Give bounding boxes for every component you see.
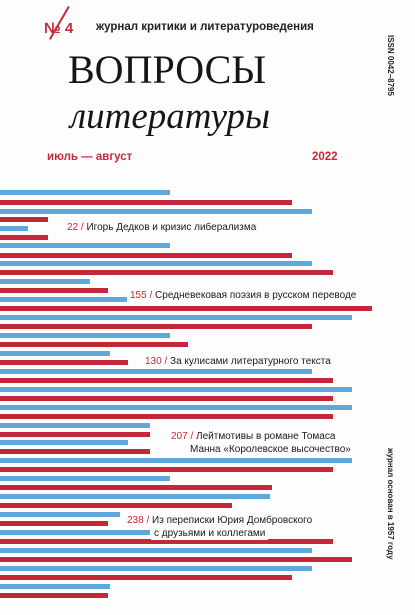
red-stripe	[0, 253, 292, 258]
contents-title: За кулисами литературного текста	[170, 356, 331, 367]
contents-entry-1: 22 / Игорь Дедков и кризис либерализма	[64, 221, 260, 234]
blue-stripe	[0, 387, 352, 392]
red-stripe	[0, 539, 333, 544]
founded-note: журнал основан в 1957 году	[386, 448, 395, 560]
blue-stripe	[0, 512, 120, 517]
blue-stripe	[0, 261, 312, 266]
red-stripe	[0, 235, 48, 240]
contents-page-number: 130	[145, 356, 162, 367]
red-stripe	[0, 360, 128, 365]
blue-stripe	[0, 440, 128, 445]
contents-title: Манна «Королевское высочество»	[190, 444, 351, 455]
red-stripe	[0, 270, 333, 275]
blue-stripe	[0, 566, 312, 571]
red-stripe	[0, 396, 333, 401]
journal-title-line1: ВОПРОСЫ	[68, 47, 267, 92]
contents-page-number: 238	[127, 515, 144, 526]
blue-stripe	[0, 333, 170, 338]
contents-title: Лейтмотивы в романе Томаса	[196, 431, 336, 442]
blue-stripe	[0, 458, 352, 463]
contents-entry-2: 155 / Средневековая поэзия в русском пер…	[127, 289, 360, 302]
red-stripe	[0, 575, 292, 580]
red-stripe	[0, 324, 312, 329]
blue-stripe	[0, 530, 150, 535]
red-stripe	[0, 449, 150, 454]
journal-title-line2: литературы	[70, 96, 271, 137]
contents-page-number: 207	[171, 431, 188, 442]
blue-stripe	[0, 369, 312, 374]
red-stripe	[0, 200, 292, 205]
contents-entry-3: 130 / За кулисами литературного текста	[142, 355, 334, 368]
blue-stripe	[0, 315, 352, 320]
red-stripe	[0, 432, 150, 437]
red-stripe	[0, 593, 108, 598]
blue-stripe	[0, 476, 170, 481]
red-stripe	[0, 342, 188, 347]
red-stripe	[0, 378, 333, 383]
blue-stripe	[0, 584, 110, 589]
blue-stripe	[0, 209, 312, 214]
red-stripe	[0, 521, 108, 526]
blue-stripe	[0, 279, 90, 284]
red-stripe	[0, 485, 272, 490]
contents-entry-5-cont: с друзьями и коллегами	[151, 527, 269, 540]
red-stripe	[0, 306, 372, 311]
contents-entry-4: 207 / Лейтмотивы в романе Томаса	[168, 430, 339, 443]
blue-stripe	[0, 548, 312, 553]
red-stripe	[0, 414, 333, 419]
issue-year: 2022	[312, 151, 338, 163]
blue-stripe	[0, 226, 28, 231]
red-stripe	[0, 288, 108, 293]
issn-number: ISSN 0042–8795	[386, 35, 395, 96]
blue-stripe	[0, 423, 150, 428]
contents-title: Из переписки Юрия Домбровского	[152, 515, 313, 526]
contents-entry-4-cont: Манна «Королевское высочество»	[187, 443, 354, 456]
blue-stripe	[0, 351, 110, 356]
contents-title: с друзьями и коллегами	[154, 528, 266, 539]
blue-stripe	[0, 405, 352, 410]
red-stripe	[0, 503, 232, 508]
issue-months: июль — август	[47, 151, 133, 163]
journal-subtitle: журнал критики и литературоведения	[96, 21, 314, 33]
contents-title: Средневековая поэзия в русском переводе	[155, 290, 357, 301]
contents-entry-5: 238 / Из переписки Юрия Домбровского	[124, 514, 316, 527]
blue-stripe	[0, 190, 170, 195]
contents-page-number: 22	[67, 222, 79, 233]
red-stripe	[0, 217, 48, 222]
red-stripe	[0, 557, 352, 562]
blue-stripe	[0, 243, 170, 248]
contents-page-number: 155	[130, 290, 147, 301]
contents-title: Игорь Дедков и кризис либерализма	[86, 222, 257, 233]
blue-stripe	[0, 494, 270, 499]
red-stripe	[0, 467, 333, 472]
